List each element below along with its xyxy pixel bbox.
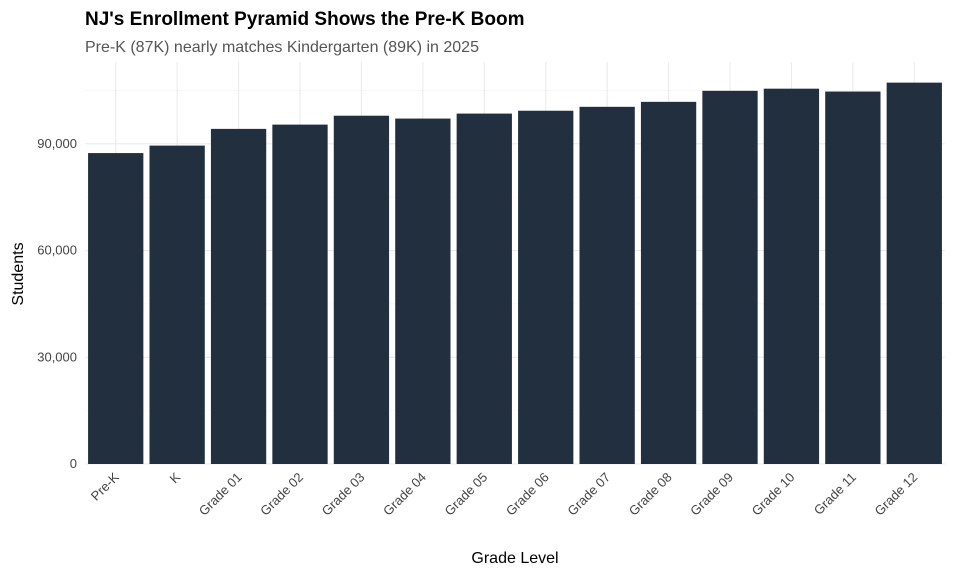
x-tick-label: Grade 12	[871, 470, 920, 519]
bar-grade-11	[825, 91, 881, 464]
bar-grade-08	[640, 101, 697, 465]
x-tick-label: Grade 01	[196, 470, 245, 519]
bar-grade-07	[579, 106, 635, 465]
bar-grade-06	[518, 110, 574, 465]
bar-grade-05	[456, 113, 512, 464]
bar-grade-10	[763, 88, 820, 464]
x-tick-label: Grade 04	[380, 470, 429, 519]
x-tick-label: Grade 09	[687, 470, 736, 519]
x-axis-ticks: Pre-K K Grade 01 Grade 02 Grade 03 Grade 04 Gr…	[88, 469, 921, 518]
y-tick-label: 60,000	[37, 243, 77, 258]
x-tick-label: Grade 06	[503, 470, 552, 519]
bars	[88, 82, 942, 465]
y-axis-ticks: 0 30,000 60,000 90,000	[37, 136, 77, 471]
y-tick-label: 30,000	[37, 349, 77, 364]
x-tick-label: Pre-K	[88, 469, 122, 503]
bar-grade-12	[886, 82, 942, 464]
chart-title: NJ's Enrollment Pyramid Shows the Pre-K …	[85, 9, 525, 30]
bar-grade-02	[272, 124, 328, 464]
y-tick-label: 0	[70, 456, 77, 471]
x-tick-label: Grade 08	[626, 470, 675, 519]
y-axis-title: Students	[10, 242, 27, 305]
chart-subtitle: Pre-K (87K) nearly matches Kindergarten …	[85, 39, 479, 56]
x-tick-label: Grade 11	[811, 470, 859, 518]
x-tick-label: Grade 03	[319, 470, 368, 519]
bar-k	[149, 145, 205, 464]
bar-grade-03	[333, 115, 390, 465]
bar-grade-01	[210, 128, 267, 464]
x-tick-label: Grade 02	[257, 470, 306, 519]
bar-grade-09	[702, 90, 758, 465]
y-tick-label: 90,000	[37, 136, 77, 151]
x-tick-label: K	[167, 469, 184, 486]
bar-pre-k	[88, 153, 144, 464]
bar-grade-04	[395, 118, 451, 464]
x-tick-label: Grade 10	[749, 470, 798, 519]
x-tick-label: Grade 05	[441, 470, 490, 519]
x-axis-title: Grade Level	[471, 550, 558, 567]
x-tick-label: Grade 07	[564, 470, 613, 519]
